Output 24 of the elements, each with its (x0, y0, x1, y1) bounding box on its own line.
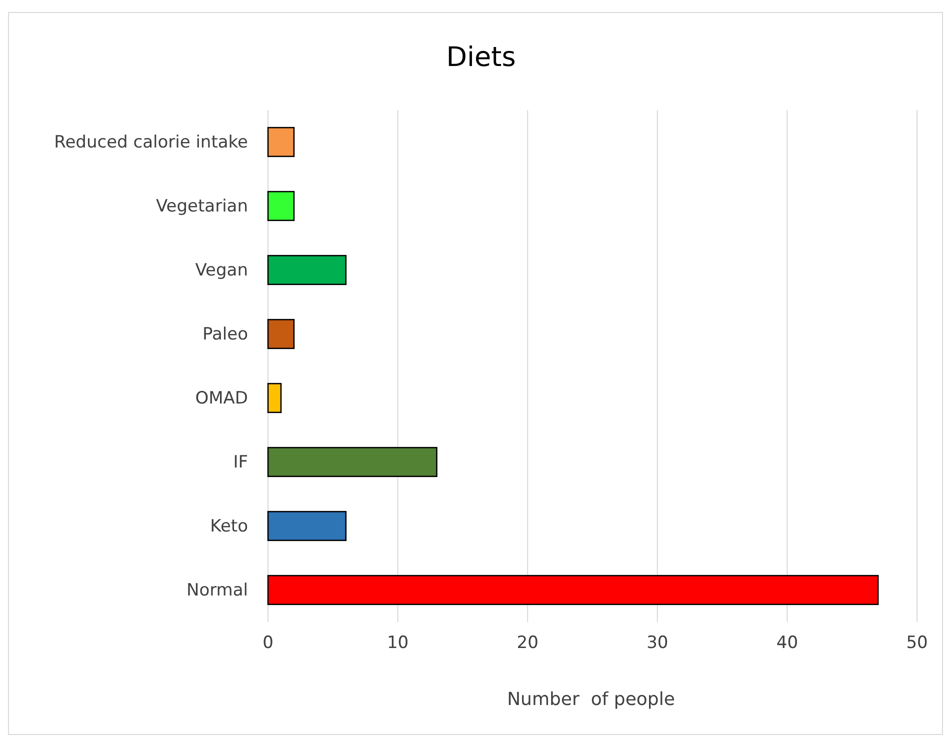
y-tick-label: Normal (186, 580, 248, 600)
x-tick-label: 40 (776, 633, 798, 654)
bar (267, 382, 282, 414)
x-tick-label: 0 (262, 633, 274, 654)
bar (267, 126, 295, 158)
y-tick-label: Vegan (195, 260, 248, 280)
y-tick-label: Paleo (202, 324, 248, 344)
bar (267, 254, 347, 286)
y-tick-label: OMAD (195, 388, 248, 408)
chart-title: Diets (446, 42, 516, 73)
y-tick-label: Keto (210, 516, 248, 536)
y-tick-label: Reduced calorie intake (54, 132, 248, 152)
x-tick-label: 50 (906, 633, 928, 654)
y-tick-label: IF (233, 452, 248, 472)
bar (267, 574, 879, 606)
bar (267, 446, 438, 478)
bar (267, 190, 295, 222)
y-tick-label: Vegetarian (156, 196, 248, 216)
bar (267, 318, 295, 350)
x-tick-label: 30 (646, 633, 668, 654)
x-tick-label: 10 (386, 633, 409, 654)
x-tick-label: 20 (516, 633, 538, 654)
x-axis-title: Number of people (507, 689, 675, 710)
bar (267, 510, 347, 542)
